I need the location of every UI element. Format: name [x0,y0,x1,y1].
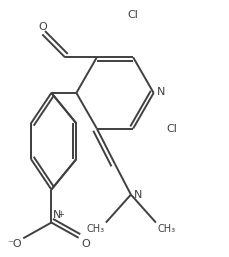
Text: +: + [57,210,64,219]
Text: N: N [133,190,142,200]
Text: Cl: Cl [127,11,138,21]
Text: CH₃: CH₃ [156,224,174,234]
Text: N: N [156,87,164,97]
Text: O: O [38,22,46,32]
Text: N: N [52,210,61,220]
Text: ⁻O: ⁻O [7,239,22,249]
Text: O: O [81,239,89,249]
Text: Cl: Cl [165,124,176,133]
Text: CH₃: CH₃ [86,224,104,234]
